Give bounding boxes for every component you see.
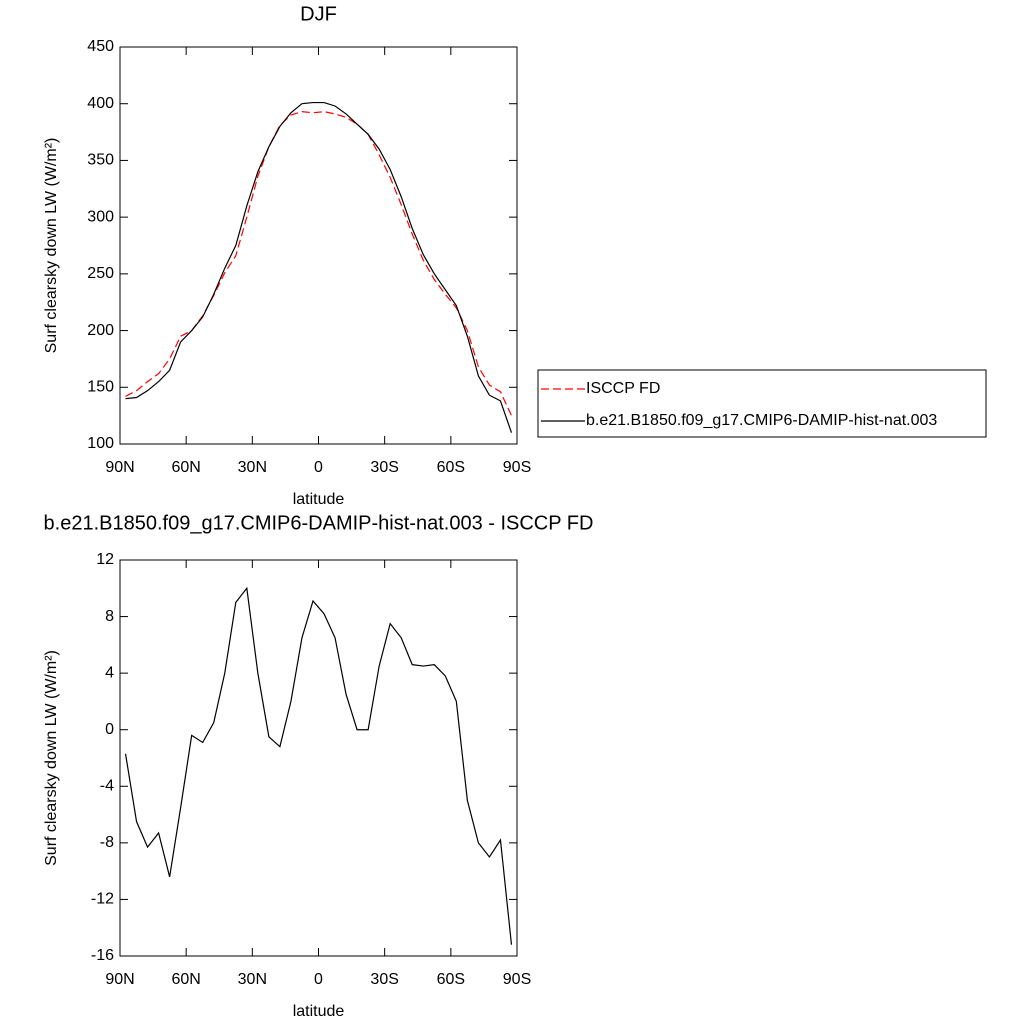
plot-frame xyxy=(119,559,518,957)
y-axis-label: Surf clearsky down LW (W/m²) xyxy=(43,650,60,866)
legend-label: ISCCP FD xyxy=(586,380,660,397)
legend-box xyxy=(537,369,987,438)
chart-title: b.e21.B1850.f09_g17.CMIP6-DAMIP-hist-nat… xyxy=(44,512,594,534)
x-tick-label: 0 xyxy=(314,459,323,476)
x-tick-label: 30S xyxy=(370,459,398,476)
series-line xyxy=(125,101,513,433)
x-tick-label: 60S xyxy=(437,971,465,988)
y-axis-label: Surf clearsky down LW (W/m²) xyxy=(43,138,60,354)
x-tick-label: 90N xyxy=(105,459,134,476)
y-tick-label: -8 xyxy=(100,834,114,851)
series-line xyxy=(125,111,513,416)
y-tick-label: -4 xyxy=(100,778,114,795)
y-tick-label: 8 xyxy=(105,608,114,625)
y-tick-label: -16 xyxy=(91,947,114,964)
y-tick-label: 12 xyxy=(96,551,114,568)
y-tick-label: 250 xyxy=(87,265,114,282)
x-tick-label: 60S xyxy=(437,459,465,476)
x-tick-label: 90N xyxy=(105,971,134,988)
y-tick-label: -12 xyxy=(91,891,114,908)
series-line xyxy=(124,586,513,945)
x-axis-label: latitude xyxy=(293,1003,345,1020)
y-tick-label: 350 xyxy=(87,152,114,169)
y-tick-label: 400 xyxy=(87,95,114,112)
x-tick-label: 30S xyxy=(370,971,398,988)
x-tick-label: 30N xyxy=(238,971,267,988)
y-tick-label: 4 xyxy=(105,664,114,681)
y-tick-label: 200 xyxy=(87,322,114,339)
x-axis-label: latitude xyxy=(293,491,345,508)
plot-frame xyxy=(119,46,518,445)
x-tick-label: 0 xyxy=(314,971,323,988)
legend-label: b.e21.B1850.f09_g17.CMIP6-DAMIP-hist-nat… xyxy=(586,412,937,429)
y-tick-label: 150 xyxy=(87,379,114,396)
y-tick-label: 100 xyxy=(87,435,114,452)
y-tick-label: 0 xyxy=(105,721,114,738)
x-tick-label: 60N xyxy=(171,459,200,476)
x-tick-label: 60N xyxy=(171,971,200,988)
y-tick-label: 450 xyxy=(87,38,114,55)
x-tick-label: 90S xyxy=(503,459,531,476)
chart-title: DJF xyxy=(300,3,337,25)
x-tick-label: 30N xyxy=(238,459,267,476)
x-tick-label: 90S xyxy=(503,971,531,988)
y-tick-label: 300 xyxy=(87,208,114,225)
